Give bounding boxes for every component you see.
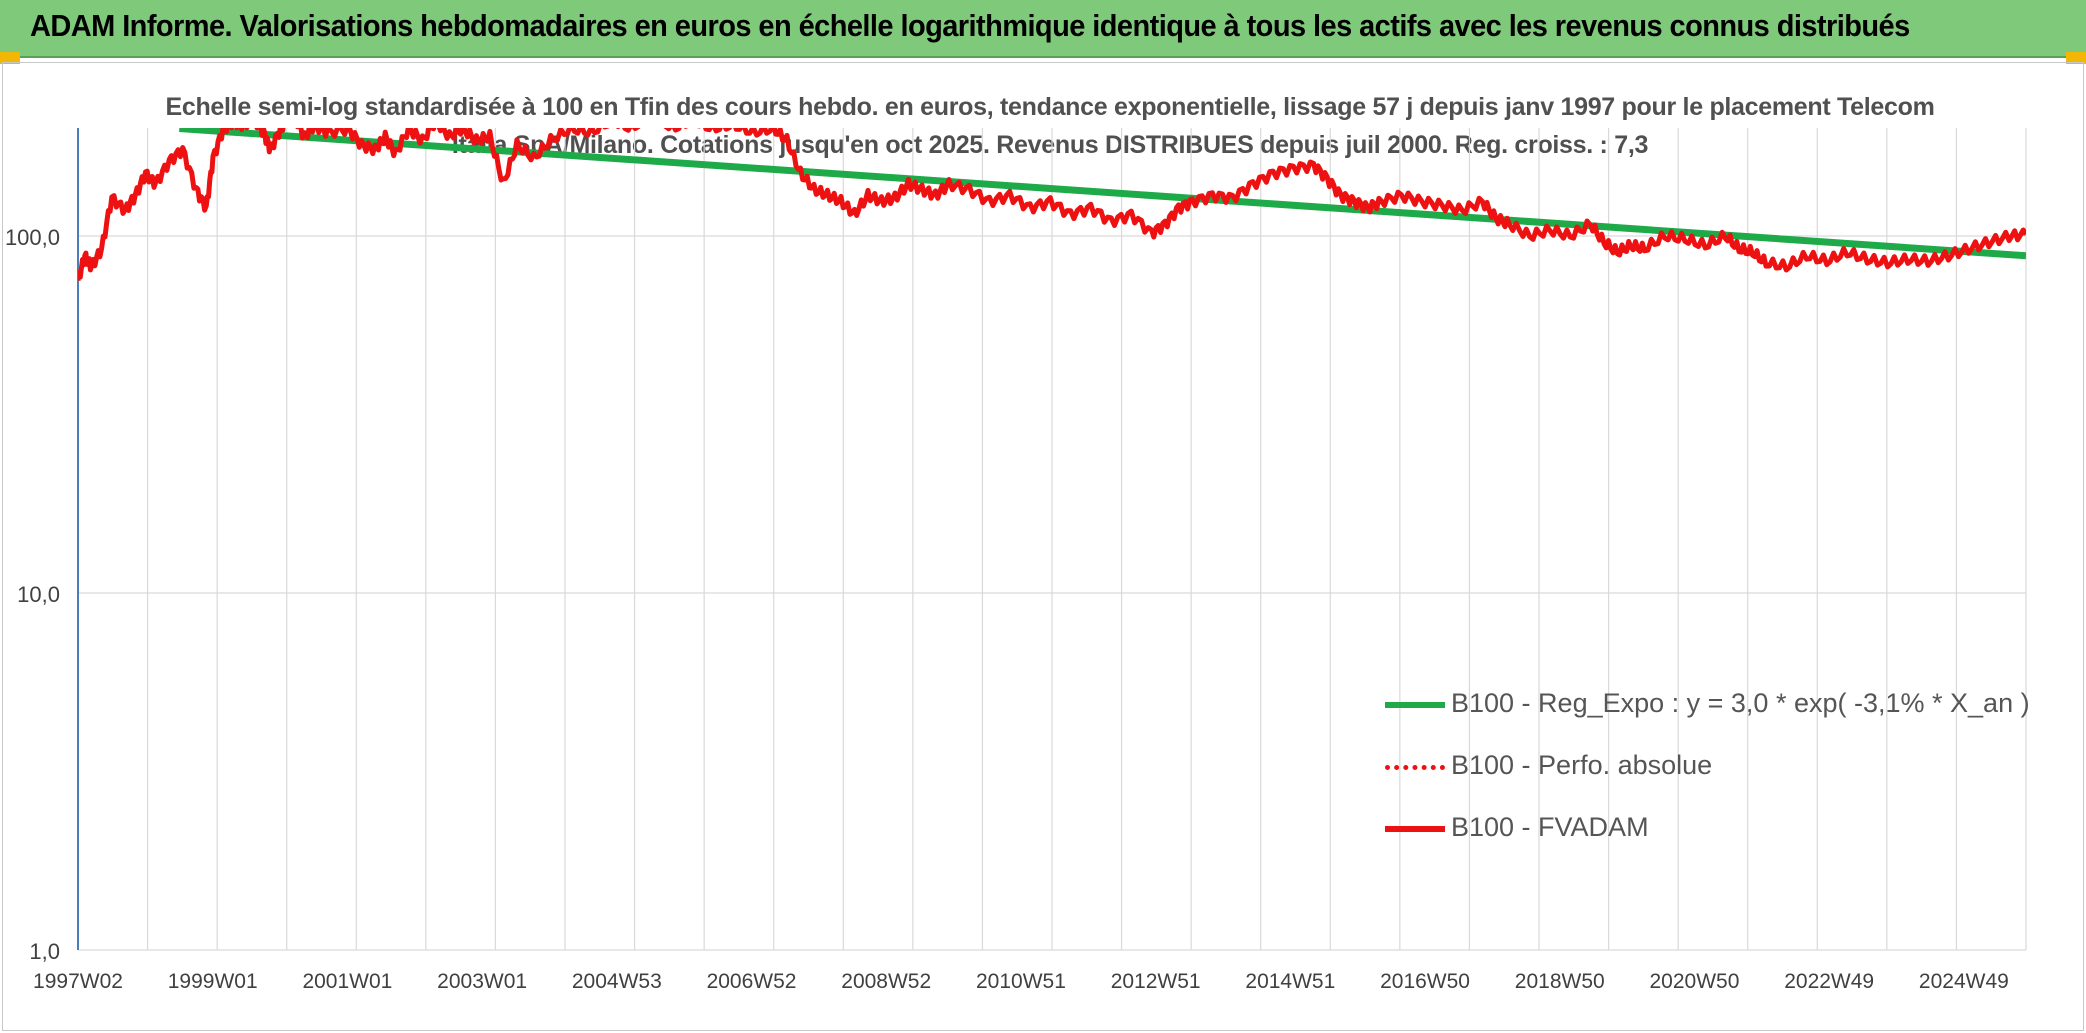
x-tick-label: 1999W01: [168, 970, 258, 993]
series-reg-expo-line: [179, 128, 2026, 260]
x-tick-label: 2004W53: [572, 970, 662, 993]
y-tick-label: 1,0: [29, 939, 60, 964]
legend-swatch-perfo: [1385, 765, 1445, 770]
x-tick-label: 2024W49: [1919, 970, 2009, 993]
x-tick-label: 2022W49: [1784, 970, 1874, 993]
x-tick-label: 2006W52: [707, 970, 797, 993]
x-tick-label: 2012W51: [1111, 970, 1201, 993]
series-fvadam-line: [78, 128, 2026, 281]
corner-marker-left: [0, 52, 20, 64]
banner: ADAM Informe. Valorisations hebdomadaire…: [0, 0, 2086, 58]
corner-marker-right: [2066, 52, 2086, 64]
x-tick-label: 2020W50: [1650, 970, 1740, 993]
x-tick-label: 2008W52: [841, 970, 931, 993]
x-tick-label: 2014W51: [1245, 970, 1335, 993]
x-tick-label: 2016W50: [1380, 970, 1470, 993]
legend-label-reg: B100 - Reg_Expo : y = 3,0 * exp( -3,1% *…: [1451, 688, 2030, 718]
x-tick-label: 2003W01: [437, 970, 527, 993]
legend-label-perfo: B100 - Perfo. absolue: [1451, 750, 1713, 780]
legend-label-fvadam: B100 - FVADAM: [1451, 812, 1649, 842]
x-tick-label: 1997W02: [33, 970, 123, 993]
banner-title: ADAM Informe. Valorisations hebdomadaire…: [30, 8, 1910, 43]
y-tick-label: 10,0: [17, 582, 60, 607]
y-tick-label: 100,0: [5, 225, 60, 250]
chart-title: Echelle semi-log standardisée à 100 en T…: [165, 93, 1935, 159]
legend-swatch-reg: [1385, 702, 1445, 708]
legend-swatch-fvadam: [1385, 826, 1445, 832]
x-tick-label: 2018W50: [1515, 970, 1605, 993]
x-tick-label: 2001W01: [302, 970, 392, 993]
x-tick-label: 2010W51: [976, 970, 1066, 993]
chart-frame: [2, 62, 2084, 1031]
